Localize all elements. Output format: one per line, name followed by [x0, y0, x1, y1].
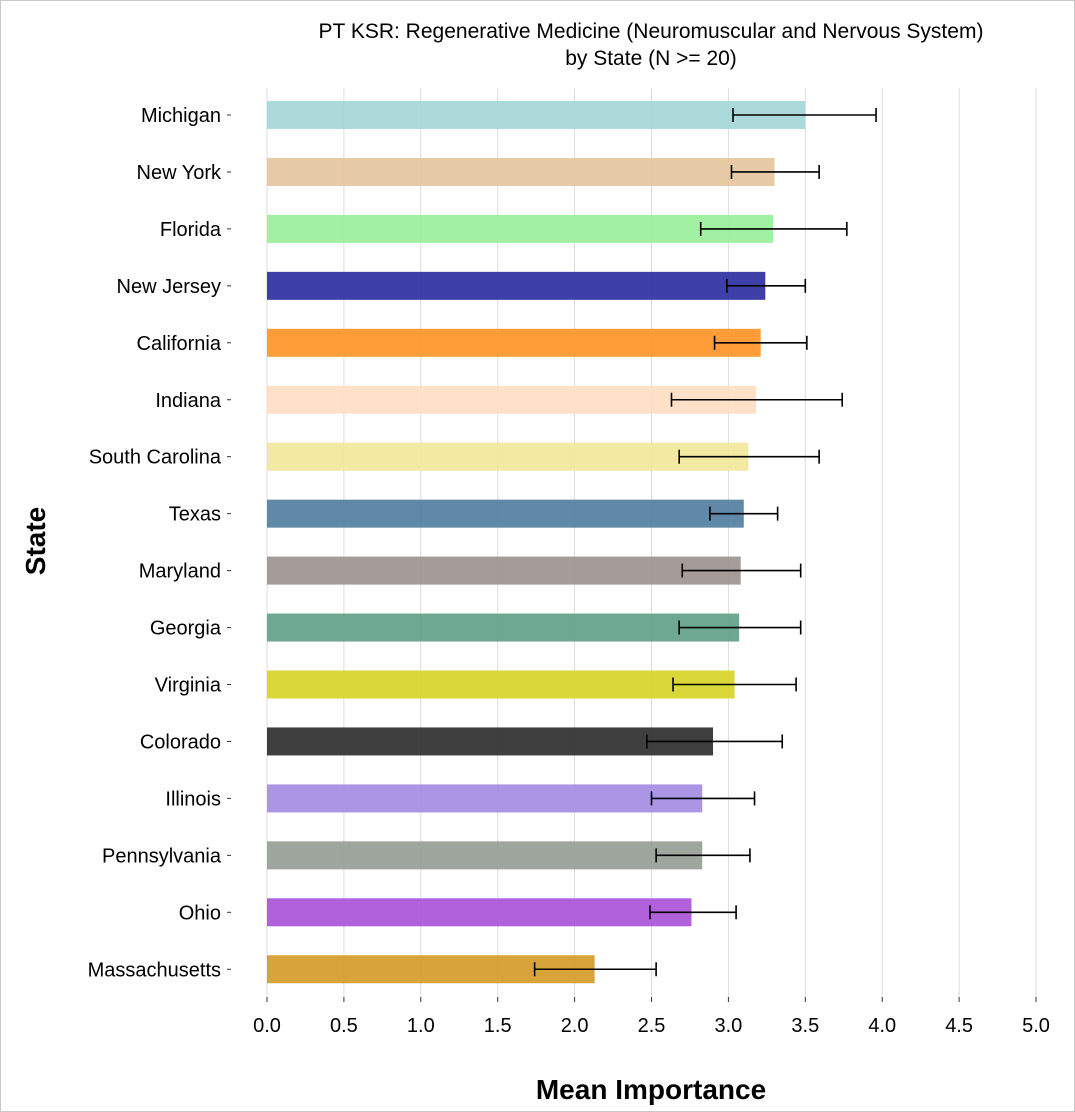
x-axis-title: Mean Importance	[536, 1074, 766, 1105]
bar-new-jersey	[267, 271, 766, 300]
x-tick-label: 1.0	[407, 1015, 435, 1037]
bar-south-carolina	[267, 442, 749, 471]
y-tick-label: Texas	[169, 504, 221, 526]
y-axis-title: State	[20, 507, 51, 575]
bar-california	[267, 328, 761, 357]
x-tick-label: 3.5	[791, 1015, 819, 1037]
y-tick-label: Georgia	[150, 618, 222, 640]
y-tick-label: Michigan	[141, 105, 221, 127]
y-tick-label: California	[137, 333, 222, 355]
bar-colorado	[267, 727, 714, 756]
y-tick-label: Colorado	[140, 731, 221, 753]
x-tick-label: 5.0	[1022, 1015, 1050, 1037]
x-tick-label: 4.5	[945, 1015, 973, 1037]
y-tick-label: New Jersey	[117, 276, 221, 298]
x-tick-label: 2.5	[638, 1015, 666, 1037]
bar-ohio	[267, 898, 692, 927]
y-tick-label: Massachusetts	[88, 959, 221, 981]
bar-michigan	[267, 101, 806, 129]
chart-title: PT KSR: Regenerative Medicine (Neuromusc…	[319, 20, 984, 43]
y-tick-label: Indiana	[155, 390, 221, 412]
y-tick-label: South Carolina	[89, 447, 222, 469]
y-tick-label: Ohio	[179, 902, 221, 924]
y-axis: Michigan New York Florida New Jersey Califor…	[88, 105, 231, 981]
bar-virginia	[267, 670, 735, 699]
x-tick-label: 3.0	[714, 1015, 742, 1037]
x-tick-label: 2.0	[561, 1015, 589, 1037]
bar-illinois	[267, 784, 703, 813]
y-tick-label: Illinois	[165, 788, 221, 810]
bar-pennsylvania	[267, 841, 703, 870]
x-tick-label: 0.0	[253, 1015, 281, 1037]
bar-new-york	[267, 157, 775, 186]
bar-florida	[267, 214, 774, 243]
x-tick-label: 1.5	[484, 1015, 512, 1037]
bars-group	[267, 101, 806, 984]
y-tick-label: New York	[137, 162, 222, 184]
chart-subtitle: by State (N >= 20)	[565, 47, 737, 70]
y-tick-label: Pennsylvania	[102, 845, 222, 867]
bar-texas	[267, 499, 744, 528]
error-bars-group	[533, 108, 877, 977]
bar-maryland	[267, 556, 741, 585]
bar-georgia	[267, 613, 740, 642]
x-tick-label: 0.5	[330, 1015, 358, 1037]
y-tick-label: Virginia	[155, 675, 222, 697]
y-tick-label: Maryland	[139, 561, 221, 583]
x-axis: 0.0 0.5 1.0 1.5 2.0 2.5 3.0 3.5 4.0 4.5 5.0	[253, 997, 1050, 1037]
x-tick-label: 4.0	[868, 1015, 896, 1037]
y-tick-label: Florida	[160, 219, 222, 241]
